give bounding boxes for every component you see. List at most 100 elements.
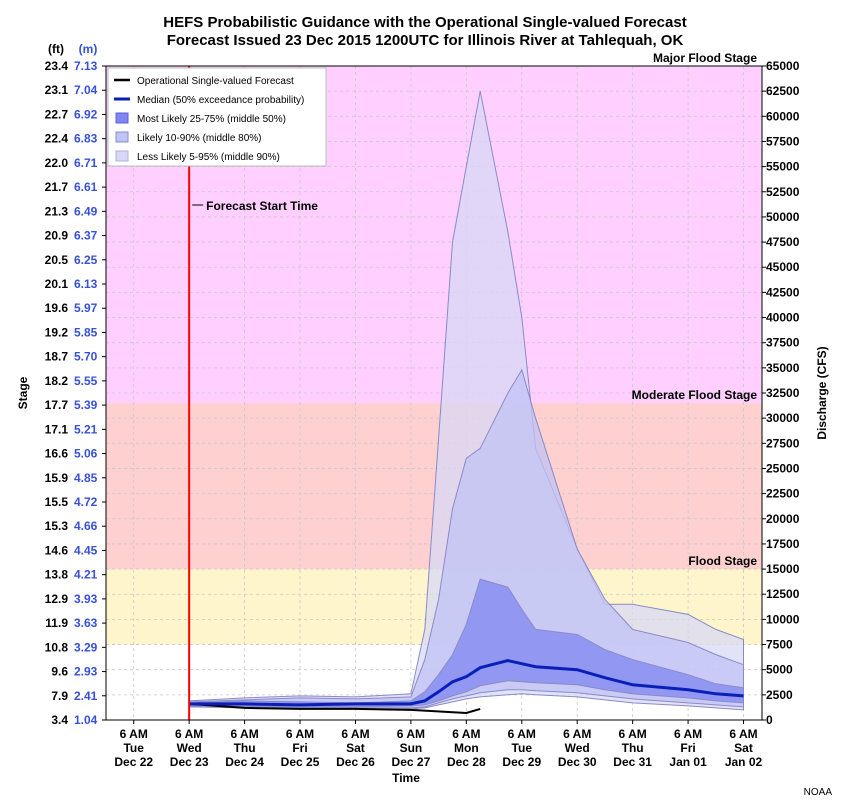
left-tick-m: 5.39 xyxy=(74,398,98,412)
x-tick-label: Sat xyxy=(346,741,365,755)
legend-label: Less Likely 5-95% (middle 90%) xyxy=(137,152,280,163)
left-tick-m: 1.04 xyxy=(74,713,98,727)
x-tick-label: Mon xyxy=(454,741,479,755)
right-tick-label: 40000 xyxy=(766,311,800,325)
right-tick-label: 7500 xyxy=(766,638,793,652)
noaa-credit: NOAA xyxy=(804,787,833,798)
x-tick-label: Sun xyxy=(400,741,423,755)
left-tick-ft: 18.7 xyxy=(45,350,69,364)
left-tick-ft: 11.9 xyxy=(45,616,68,630)
right-tick-label: 50000 xyxy=(766,210,800,224)
right-tick-label: 35000 xyxy=(766,361,800,375)
left-tick-ft: 16.6 xyxy=(45,447,69,461)
x-tick-label: Fri xyxy=(292,741,307,755)
right-tick-label: 5000 xyxy=(766,663,793,677)
left-tick-m: 3.63 xyxy=(74,616,98,630)
left-tick-ft: 17.1 xyxy=(45,422,69,436)
right-tick-label: 12500 xyxy=(766,587,800,601)
left-tick-ft: 22.4 xyxy=(45,132,69,146)
right-tick-label: 25000 xyxy=(766,461,800,475)
left-unit-m: (m) xyxy=(79,42,98,56)
left-tick-m: 5.70 xyxy=(74,350,98,364)
left-tick-m: 7.04 xyxy=(74,83,98,97)
right-tick-label: 15000 xyxy=(766,562,800,576)
left-tick-ft: 15.9 xyxy=(45,471,69,485)
x-tick-label: Wed xyxy=(177,741,202,755)
x-tick-label: Thu xyxy=(234,741,256,755)
legend-label: Operational Single-valued Forecast xyxy=(137,76,294,87)
left-tick-ft: 18.2 xyxy=(45,374,69,388)
right-tick-label: 60000 xyxy=(766,109,800,123)
band-likely-10-90-middle-80 xyxy=(188,368,744,709)
right-tick-label: 2500 xyxy=(766,688,793,702)
left-tick-m: 5.55 xyxy=(74,374,98,388)
left-tick-ft: 13.8 xyxy=(45,568,69,582)
left-tick-m: 2.41 xyxy=(74,689,98,703)
band-most-likely-25-75-middle-50 xyxy=(188,578,744,708)
right-tick-label: 62500 xyxy=(766,84,800,98)
x-tick-label: Dec 25 xyxy=(281,755,320,769)
y-axis-label-discharge: Discharge (CFS) xyxy=(815,346,829,439)
left-tick-ft: 22.0 xyxy=(45,156,69,170)
legend-label: Likely 10-90% (middle 80%) xyxy=(137,133,262,144)
right-tick-label: 0 xyxy=(766,713,773,727)
x-tick-label: Dec 27 xyxy=(392,755,431,769)
x-tick-label: 6 AM xyxy=(397,727,425,741)
x-tick-label: 6 AM xyxy=(230,727,258,741)
x-tick-label: Jan 01 xyxy=(669,755,707,769)
left-tick-ft: 21.3 xyxy=(45,204,69,218)
left-tick-m: 3.93 xyxy=(74,592,98,606)
left-tick-m: 5.85 xyxy=(74,325,98,339)
left-tick-ft: 21.7 xyxy=(45,180,69,194)
right-tick-label: 22500 xyxy=(766,487,800,501)
y-axis-label-stage: Stage xyxy=(16,376,30,409)
right-tick-label: 37500 xyxy=(766,336,800,350)
left-tick-ft: 10.8 xyxy=(45,640,69,654)
x-tick-label: 6 AM xyxy=(452,727,480,741)
x-tick-label: 6 AM xyxy=(508,727,536,741)
right-tick-label: 30000 xyxy=(766,411,800,425)
x-tick-label: Dec 23 xyxy=(170,755,209,769)
left-tick-m: 5.21 xyxy=(74,422,98,436)
legend-swatch-most-likely-25-75-middle-50 xyxy=(115,112,129,124)
x-tick-label: Thu xyxy=(622,741,644,755)
x-tick-label: Dec 31 xyxy=(613,755,652,769)
x-tick-label: Sat xyxy=(734,741,753,755)
right-tick-label: 17500 xyxy=(766,537,800,551)
x-tick-label: Wed xyxy=(565,741,590,755)
left-tick-ft: 17.7 xyxy=(45,398,69,412)
left-tick-m: 6.37 xyxy=(74,229,98,243)
x-axis-label: Time xyxy=(392,771,420,785)
line-operational-single-valued-forecast xyxy=(189,702,481,715)
left-tick-m: 4.85 xyxy=(74,471,98,485)
x-tick-label: Fri xyxy=(680,741,695,755)
x-tick-label: 6 AM xyxy=(286,727,314,741)
flood-label-flood-stage: Flood Stage xyxy=(688,554,757,568)
left-tick-ft: 12.9 xyxy=(45,592,69,606)
left-tick-ft: 15.5 xyxy=(45,495,69,509)
legend-swatch-less-likely-5-95-middle-90 xyxy=(115,150,129,162)
left-tick-m: 6.83 xyxy=(74,132,98,146)
x-tick-label: Tue xyxy=(123,741,144,755)
left-tick-ft: 22.7 xyxy=(45,107,69,121)
left-tick-ft: 15.3 xyxy=(45,519,69,533)
left-tick-ft: 23.4 xyxy=(45,59,69,73)
left-tick-m: 4.21 xyxy=(74,568,98,582)
left-tick-m: 6.71 xyxy=(74,156,98,170)
x-tick-label: Dec 30 xyxy=(558,755,597,769)
x-tick-label: 6 AM xyxy=(563,727,591,741)
x-tick-label: Dec 22 xyxy=(114,755,153,769)
x-tick-label: Dec 28 xyxy=(447,755,486,769)
flood-label-moderate-flood-stage: Moderate Flood Stage xyxy=(632,388,758,402)
left-tick-m: 6.49 xyxy=(74,204,98,218)
right-tick-label: 27500 xyxy=(766,436,800,450)
right-tick-label: 45000 xyxy=(766,260,800,274)
left-tick-ft: 9.6 xyxy=(51,665,68,679)
left-tick-m: 6.13 xyxy=(74,277,98,291)
x-tick-label: Dec 24 xyxy=(225,755,264,769)
left-tick-ft: 3.4 xyxy=(51,713,68,727)
left-tick-ft: 20.9 xyxy=(45,229,69,243)
x-tick-label: Dec 26 xyxy=(336,755,375,769)
right-tick-label: 42500 xyxy=(766,285,800,299)
